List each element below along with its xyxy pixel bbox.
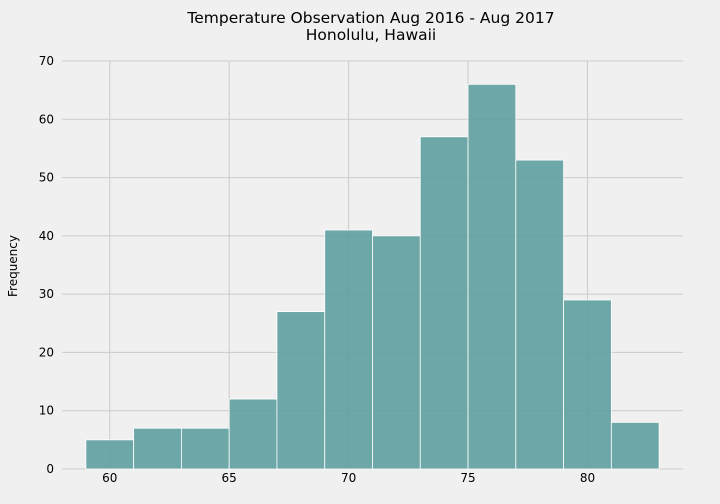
histogram-bar	[515, 159, 564, 470]
histogram-bar	[228, 398, 278, 470]
chart-subtitle: Honolulu, Hawaii	[306, 26, 437, 44]
y-tick-label: 40	[39, 229, 54, 243]
histogram-bar	[85, 439, 135, 470]
histogram-bar	[324, 229, 373, 470]
tick-labels: 0 10 20 30 40 50 60 70 60 65 70 75 80	[39, 54, 595, 485]
histogram-bar	[276, 311, 326, 470]
y-tick-label: 50	[39, 171, 54, 185]
y-tick-label: 70	[39, 54, 54, 68]
y-tick-label: 30	[39, 287, 54, 301]
histogram-bar	[610, 421, 660, 470]
y-axis-label: Frequency	[6, 235, 20, 297]
histogram-bar	[563, 299, 612, 470]
x-tick-label: 80	[580, 471, 595, 485]
x-tick-label: 70	[341, 471, 356, 485]
x-tick-label: 75	[460, 471, 475, 485]
histogram-bar	[133, 427, 182, 470]
histogram-bars	[85, 83, 660, 470]
x-tick-label: 65	[222, 471, 237, 485]
chart-title: Temperature Observation Aug 2016 - Aug 2…	[186, 9, 554, 27]
histogram-bar	[467, 83, 517, 470]
x-tick-label: 60	[102, 471, 117, 485]
y-tick-label: 60	[39, 112, 54, 126]
y-tick-label: 0	[46, 462, 54, 476]
histogram-bar	[181, 427, 230, 470]
y-tick-label: 20	[39, 345, 54, 359]
histogram-bar	[372, 235, 421, 470]
y-tick-label: 10	[39, 404, 54, 418]
histogram-bar	[419, 136, 469, 470]
